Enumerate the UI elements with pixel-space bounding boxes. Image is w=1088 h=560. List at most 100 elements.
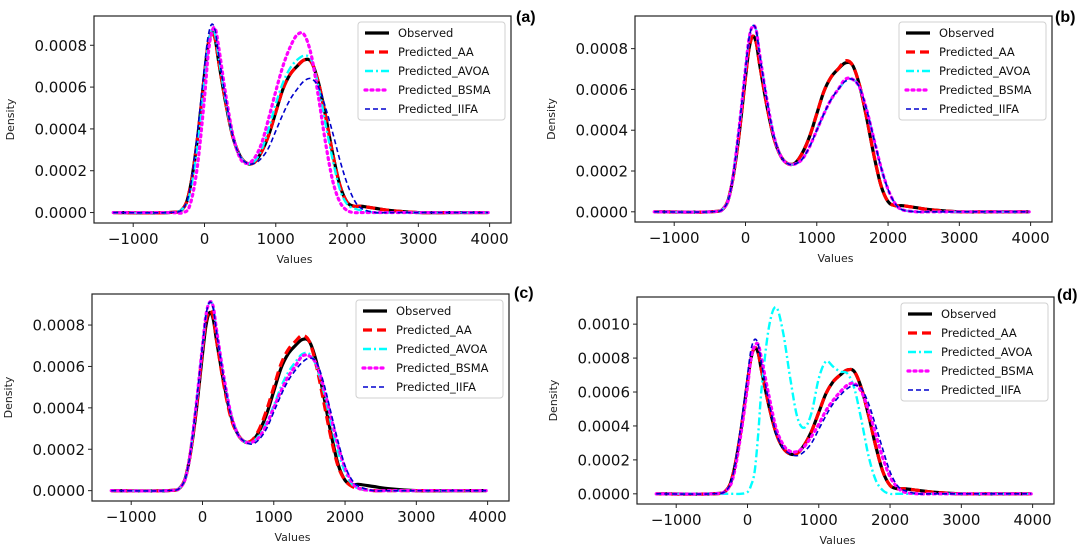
legend: Observed Predicted_AA Predicted_AVOA Predic… — [357, 21, 506, 121]
x-tick-label: 3000 — [942, 511, 980, 529]
y-tick-label: 0.0000 — [576, 203, 629, 221]
series-line-predicted-avoa — [656, 305, 1032, 496]
y-tick-label: 0.0004 — [578, 417, 631, 435]
series-group — [109, 300, 488, 493]
x-axis-label: Values — [820, 534, 856, 547]
legend-label: Predicted_AVOA — [941, 345, 1032, 359]
y-tick-label: 0.0008 — [578, 350, 631, 368]
x-tick-label: 3000 — [940, 229, 978, 247]
x-axis-label: Values — [275, 531, 311, 544]
y-tick-label: 0.0002 — [35, 162, 88, 180]
y-tick-label: 0.0010 — [578, 316, 631, 334]
y-tick-label: 0.0000 — [35, 204, 88, 222]
legend-label: Observed — [939, 26, 994, 40]
y-tick-label: 0.0008 — [576, 40, 629, 58]
legend-label: Predicted_AA — [941, 326, 1017, 340]
y-tick-label: 0.0008 — [33, 317, 86, 335]
legend-box — [355, 299, 504, 399]
legend-box — [900, 302, 1049, 402]
x-tick-label: −1000 — [649, 229, 700, 247]
x-axis-label: Values — [818, 252, 854, 265]
x-tick-label: 4000 — [1014, 511, 1052, 529]
y-tick-label: 0.0006 — [35, 79, 88, 97]
legend-label: Observed — [941, 307, 996, 321]
plot-frame — [91, 293, 510, 502]
legend-label: Predicted_AVOA — [939, 64, 1030, 78]
x-tick-label: −1000 — [108, 230, 159, 248]
y-tick-label: 0.0004 — [35, 120, 88, 138]
x-tick-label: 0 — [200, 230, 210, 248]
series-line-predicted-avoa — [113, 28, 489, 215]
x-tick-label: 4000 — [1012, 229, 1050, 247]
legend-label: Predicted_BSMA — [398, 83, 491, 97]
y-tick-label: 0.0006 — [578, 384, 631, 402]
panel-c: −1000 0 1000 2000 3000 4000 0.0000 0.0002 0.0004… — [2, 285, 534, 544]
legend-label: Predicted_AVOA — [398, 64, 489, 78]
legend-box — [898, 21, 1047, 121]
y-tick-label: 0.0002 — [578, 451, 631, 469]
x-tick-label: 4000 — [471, 230, 509, 248]
x-tick-label: 2000 — [871, 511, 909, 529]
legend: Observed Predicted_AA Predicted_AVOA Predic… — [900, 302, 1049, 402]
y-tick-label: 0.0004 — [576, 122, 629, 140]
legend-label: Predicted_IIFA — [941, 383, 1021, 397]
panel-b: −1000 0 1000 2000 3000 4000 0.0000 0.0002 0.0004… — [545, 9, 1075, 265]
series-line-predicted-bsma — [654, 341, 1033, 496]
x-tick-label: 3000 — [397, 508, 435, 526]
legend: Observed Predicted_AA Predicted_AVOA Predic… — [355, 299, 504, 399]
legend-label: Predicted_AVOA — [396, 342, 487, 356]
y-tick-label: 0.0002 — [33, 441, 86, 459]
x-tick-label: 1000 — [255, 508, 293, 526]
panel-a: −1000 0 1000 2000 3000 4000 0.0000 0.0002 0.0004… — [4, 9, 536, 266]
x-tick-label: 2000 — [869, 229, 907, 247]
series-line-predicted-iifa — [654, 24, 1030, 213]
x-tick-label: 2000 — [326, 508, 364, 526]
plot-frame — [636, 296, 1055, 505]
plot-frame — [634, 15, 1053, 223]
x-tick-label: −1000 — [651, 511, 702, 529]
series-line-predicted-iifa — [111, 301, 487, 492]
x-tick-label: 1000 — [798, 229, 836, 247]
x-tick-label: 0 — [743, 511, 753, 529]
x-tick-label: 1000 — [800, 511, 838, 529]
series-group — [654, 305, 1033, 496]
y-tick-label: 0.0000 — [33, 482, 86, 500]
legend-label: Predicted_IIFA — [939, 102, 1019, 116]
x-tick-label: 0 — [741, 229, 751, 247]
x-axis-label: Values — [277, 253, 313, 266]
legend-label: Observed — [398, 26, 453, 40]
y-tick-label: 0.0006 — [576, 81, 629, 99]
x-tick-label: 3000 — [399, 230, 437, 248]
x-tick-label: 0 — [198, 508, 208, 526]
y-axis-label: Density — [2, 376, 15, 418]
panel-label: (b) — [1055, 9, 1075, 26]
y-tick-label: 0.0006 — [33, 358, 86, 376]
y-tick-label: 0.0000 — [578, 485, 631, 503]
legend-label: Predicted_AA — [939, 45, 1015, 59]
y-tick-label: 0.0008 — [35, 37, 88, 55]
x-tick-label: 4000 — [469, 508, 507, 526]
y-axis-label: Density — [547, 379, 560, 421]
panel-label: (a) — [516, 9, 536, 26]
legend-label: Predicted_AA — [398, 45, 474, 59]
series-line-predicted-bsma — [111, 25, 490, 215]
y-axis-label: Density — [4, 98, 17, 140]
series-line-predicted-iifa — [113, 23, 489, 214]
plot-frame — [93, 15, 512, 224]
legend-box — [357, 21, 506, 121]
y-axis-label: Density — [545, 98, 558, 140]
x-tick-label: 1000 — [257, 230, 295, 248]
series-group — [111, 23, 490, 215]
x-tick-label: 2000 — [328, 230, 366, 248]
legend: Observed Predicted_AA Predicted_AVOA Predic… — [898, 21, 1047, 121]
legend-label: Predicted_AA — [396, 323, 472, 337]
series-group — [652, 24, 1031, 214]
panel-d: −1000 0 1000 2000 3000 4000 0.0000 0.0002 0.0004… — [547, 287, 1077, 547]
legend-label: Predicted_BSMA — [939, 83, 1032, 97]
legend-label: Predicted_BSMA — [396, 361, 489, 375]
legend-label: Predicted_IIFA — [398, 102, 478, 116]
legend-label: Observed — [396, 304, 451, 318]
legend-label: Predicted_IIFA — [396, 380, 476, 394]
legend-label: Predicted_BSMA — [941, 364, 1034, 378]
